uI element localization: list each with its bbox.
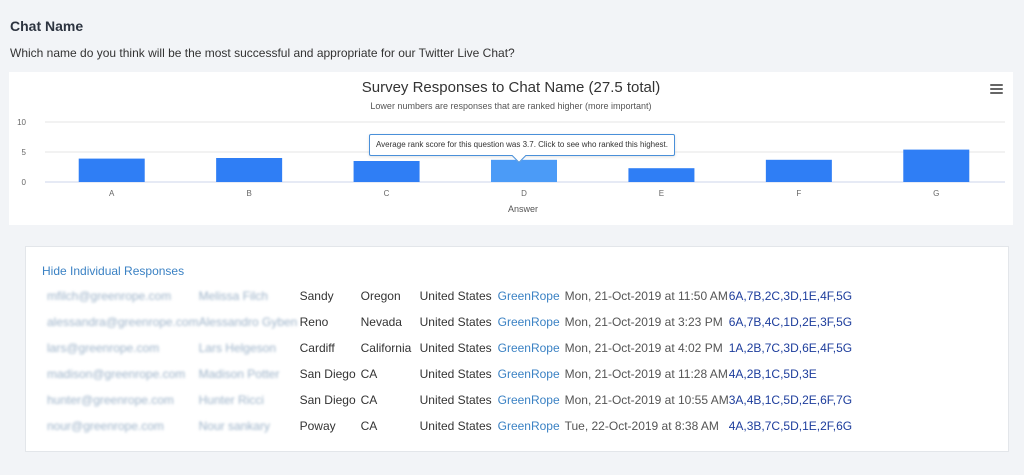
response-city: Reno <box>299 315 329 329</box>
table-row: mfilch@greenrope.com Melissa Filch Sandy Or… <box>42 283 852 309</box>
section-title: Chat Name <box>10 18 84 34</box>
response-name: Lars Helgeson <box>198 341 276 355</box>
response-country: United States <box>419 341 492 355</box>
response-date: Mon, 21-Oct-2019 at 11:28 AM <box>564 367 728 381</box>
response-country: United States <box>419 289 492 303</box>
chart-tooltip-text: Average rank score for this question was… <box>375 140 668 149</box>
x-tick-label: E <box>659 189 664 198</box>
response-state: CA <box>360 419 378 433</box>
response-company-link[interactable]: GreenRope <box>497 341 560 355</box>
response-country: United States <box>419 419 492 433</box>
response-company-link[interactable]: GreenRope <box>497 367 560 381</box>
bar-f[interactable] <box>765 159 832 182</box>
x-tick-label: D <box>521 189 527 198</box>
response-email: nour@greenrope.com <box>47 419 164 433</box>
y-tick-label: 10 <box>17 118 26 127</box>
question-text: Which name do you think will be the most… <box>10 46 515 60</box>
response-company-link[interactable]: GreenRope <box>497 289 560 303</box>
response-company-link[interactable]: GreenRope <box>497 393 560 407</box>
chart-title: Survey Responses to Chat Name (27.5 tota… <box>362 79 660 96</box>
response-name: Madison Potter <box>198 367 280 381</box>
response-email: madison@greenrope.com <box>47 367 186 381</box>
response-ranking-link[interactable]: 1A,2B,7C,3D,6E,4F,5G <box>728 341 853 355</box>
x-tick-label: A <box>109 189 115 198</box>
response-city: San Diego <box>299 393 356 407</box>
bar-g[interactable] <box>903 149 970 182</box>
response-ranking-link[interactable]: 4A,3B,7C,5D,1E,2F,6G <box>728 419 853 433</box>
response-city: Sandy <box>299 289 334 303</box>
response-email: lars@greenrope.com <box>47 341 160 355</box>
bar-b[interactable] <box>216 158 283 182</box>
y-tick-label: 0 <box>22 178 27 187</box>
response-ranking-link[interactable]: 6A,7B,4C,1D,2E,3F,5G <box>728 315 853 329</box>
response-name: Alessandro Gyben <box>198 315 298 329</box>
response-email: alessandra@greenrope.com <box>47 315 199 329</box>
response-ranking-link[interactable]: 6A,7B,2C,3D,1E,4F,5G <box>728 289 853 303</box>
response-name: Nour sankary <box>198 419 270 433</box>
response-company-link[interactable]: GreenRope <box>497 419 560 433</box>
response-country: United States <box>419 367 492 381</box>
responses-table: mfilch@greenrope.com Melissa Filch Sandy Or… <box>42 283 852 439</box>
response-city: Cardiff <box>299 341 335 355</box>
response-country: United States <box>419 315 492 329</box>
chart-subtitle: Lower numbers are responses that are ran… <box>370 101 651 111</box>
x-tick-label: C <box>384 189 390 198</box>
response-state: Oregon <box>360 289 401 303</box>
response-country: United States <box>419 393 492 407</box>
response-state: Nevada <box>360 315 402 329</box>
response-name: Melissa Filch <box>198 289 268 303</box>
response-city: Poway <box>299 419 336 433</box>
bar-a[interactable] <box>78 158 145 182</box>
table-row: hunter@greenrope.com Hunter Ricci San Dieg… <box>42 387 852 413</box>
response-date: Mon, 21-Oct-2019 at 10:55 AM <box>564 393 729 407</box>
response-email: hunter@greenrope.com <box>47 393 174 407</box>
response-date: Mon, 21-Oct-2019 at 3:23 PM <box>564 315 723 329</box>
response-ranking-link[interactable]: 4A,2B,1C,5D,3E <box>728 367 817 381</box>
table-row: alessandra@greenrope.com Alessandro Gyben… <box>42 309 852 335</box>
response-state: CA <box>360 367 378 381</box>
bar-d[interactable] <box>491 159 557 182</box>
response-city: San Diego <box>299 367 356 381</box>
table-row: madison@greenrope.com Madison Potter San D… <box>42 361 852 387</box>
response-date: Mon, 21-Oct-2019 at 4:02 PM <box>564 341 723 355</box>
hide-responses-link[interactable]: Hide Individual Responses <box>42 264 185 278</box>
chart-card: Survey Responses to Chat Name (27.5 tota… <box>9 72 1013 225</box>
bar-e[interactable] <box>628 168 695 182</box>
table-row: nour@greenrope.com Nour sankary Poway CA Uni… <box>42 413 852 439</box>
x-axis-label: Answer <box>508 204 538 214</box>
hamburger-menu-icon[interactable] <box>990 84 1003 95</box>
response-ranking-link[interactable]: 3A,4B,1C,5D,2E,6F,7G <box>728 393 853 407</box>
y-tick-label: 5 <box>22 148 27 157</box>
response-email: mfilch@greenrope.com <box>47 289 172 303</box>
bar-c[interactable] <box>353 161 420 182</box>
response-date: Mon, 21-Oct-2019 at 11:50 AM <box>564 289 728 303</box>
response-date: Tue, 22-Oct-2019 at 8:38 AM <box>564 419 719 433</box>
responses-card: Hide Individual Responses mfilch@greenro… <box>25 246 1009 452</box>
x-tick-label: F <box>796 189 801 198</box>
x-tick-label: B <box>246 189 251 198</box>
response-company-link[interactable]: GreenRope <box>497 315 560 329</box>
response-state: California <box>360 341 412 355</box>
table-row: lars@greenrope.com Lars Helgeson Cardiff Ca… <box>42 335 852 361</box>
response-state: CA <box>360 393 378 407</box>
chart-tooltip: Average rank score for this question was… <box>369 134 675 164</box>
x-tick-label: G <box>933 189 939 198</box>
response-name: Hunter Ricci <box>198 393 264 407</box>
bar-chart: Survey Responses to Chat Name (27.5 tota… <box>17 79 1005 214</box>
